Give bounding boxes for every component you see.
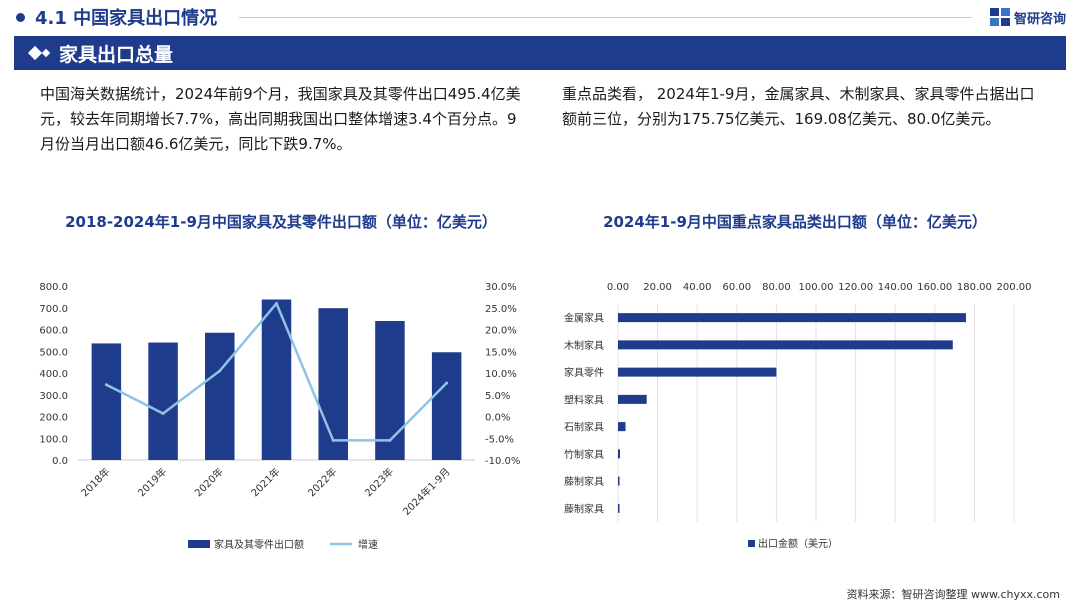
x-tick-label: 100.00 [799, 282, 834, 293]
brand-logo-icon [989, 8, 1010, 26]
diamond-icon [27, 45, 43, 61]
bullet-dot-icon [16, 12, 25, 22]
growth-rate-point [161, 411, 165, 415]
section-banner: 家具出口总量 [14, 36, 1066, 70]
right-chart-title: 2024年1-9月中国重点家具品类出口额（单位：亿美元） [603, 213, 987, 231]
bar-category-export [618, 367, 777, 377]
y-category-label: 金属家具 [564, 312, 604, 325]
y-right-tick-label: 25.0% [485, 304, 517, 315]
x-tick-label: 200.00 [997, 282, 1032, 293]
x-tick-label: 120.00 [838, 282, 873, 293]
x-tick-label: 140.00 [878, 282, 913, 293]
y-right-tick-label: 10.0% [485, 369, 517, 380]
y-left-tick-label: 800.0 [39, 282, 68, 293]
bar-category-export [618, 313, 966, 323]
x-tick-label: 60.00 [722, 282, 751, 293]
growth-rate-point [218, 369, 222, 373]
y-right-tick-label: -10.0% [485, 456, 520, 467]
y-left-tick-label: 0.0 [52, 456, 68, 467]
x-tick-label: 180.00 [957, 282, 992, 293]
bar-export-value [318, 308, 348, 460]
x-tick-label: 40.00 [683, 282, 712, 293]
x-category-label: 2022年 [305, 465, 339, 499]
bar-export-value [261, 299, 292, 460]
x-category-label: 2023年 [362, 465, 396, 499]
y-category-label: 藤制家具 [564, 502, 604, 515]
source-note: 资料来源：智研咨询整理 www.chyxx.com [846, 588, 1060, 601]
bar-export-value [91, 343, 122, 460]
y-right-tick-label: 5.0% [485, 391, 510, 402]
top-bar: 4.1 中国家具出口情况 智研咨询 [0, 0, 1080, 34]
growth-rate-point [104, 383, 108, 387]
x-tick-label: 0.00 [607, 282, 629, 293]
y-left-tick-label: 600.0 [39, 326, 68, 337]
category-export-bar-chart: 0.00 20.00 40.00 60.00 80.00 100.00 120.00 140.… [564, 282, 1032, 550]
growth-rate-point [388, 438, 392, 442]
x-category-label: 2020年 [192, 465, 226, 499]
y-right-tick-label: 15.0% [485, 347, 517, 358]
legend-label: 出口金额（美元） [758, 537, 838, 550]
growth-rate-point [275, 301, 278, 305]
section-title: 4.1 中国家具出口情况 [35, 8, 218, 29]
bar-category-export [618, 476, 620, 486]
bar-export-value [148, 342, 178, 460]
x-tick-label: 160.00 [917, 282, 952, 293]
y-category-label: 木制家具 [564, 339, 604, 352]
bar-category-export [618, 422, 626, 432]
banner-title: 家具出口总量 [59, 43, 174, 66]
small-diamond-icon [41, 48, 51, 58]
x-tick-label: 80.00 [762, 282, 791, 293]
legend-swatch-bar [188, 540, 210, 548]
legend-swatch [748, 540, 755, 547]
bar-export-value [431, 352, 462, 460]
y-category-label: 家具零件 [564, 366, 604, 379]
y-left-tick-label: 300.0 [39, 391, 68, 402]
y-category-label: 石制家具 [564, 421, 604, 434]
y-left-tick-label: 700.0 [39, 304, 68, 315]
bar-category-export [618, 503, 620, 513]
growth-rate-point [331, 438, 335, 442]
growth-rate-point [445, 381, 449, 385]
x-category-label: 2018年 [78, 465, 112, 499]
bar-category-export [618, 394, 647, 404]
x-tick-label: 20.00 [643, 282, 672, 293]
y-left-tick-label: 400.0 [39, 369, 68, 380]
summary-paragraph-right: 重点品类看， 2024年1-9月，金属家具、木制家具、家具零件占据出口额前三位，… [562, 85, 1035, 128]
y-right-tick-label: 0.0% [485, 413, 510, 424]
x-category-label: 2024年1-9月 [400, 465, 453, 518]
y-right-tick-label: 30.0% [485, 282, 517, 293]
left-chart-title: 2018-2024年1-9月中国家具及其零件出口额（单位：亿美元） [65, 213, 497, 231]
y-category-label: 竹制家具 [564, 448, 604, 461]
brand: 智研咨询 [989, 8, 1066, 27]
y-right-tick-label: 20.0% [485, 326, 517, 337]
legend-label-line: 增速 [358, 538, 378, 551]
bar-export-value [205, 332, 235, 460]
legend-label-bar: 家具及其零件出口额 [214, 538, 304, 551]
bar-category-export [618, 449, 620, 459]
y-right-tick-label: -5.0% [485, 434, 514, 445]
y-left-tick-label: 200.0 [39, 413, 68, 424]
x-category-label: 2019年 [135, 465, 169, 499]
summary-paragraph-left: 中国海关数据统计，2024年前9个月，我国家具及其零件出口495.4亿美元，较去… [40, 85, 521, 153]
header-divider [239, 16, 972, 18]
y-category-label: 塑料家具 [564, 393, 604, 406]
y-category-label: 藤制家具 [564, 475, 604, 488]
bar-export-value [375, 321, 405, 460]
bar-category-export [618, 340, 953, 350]
y-left-tick-label: 100.0 [39, 434, 68, 445]
export-value-combo-chart: 0.0 100.0 200.0 300.0 400.0 500.0 600.0 700.0 80… [39, 282, 520, 551]
brand-name: 智研咨询 [1013, 11, 1066, 27]
x-category-label: 2021年 [248, 465, 282, 499]
y-left-tick-label: 500.0 [39, 347, 68, 358]
